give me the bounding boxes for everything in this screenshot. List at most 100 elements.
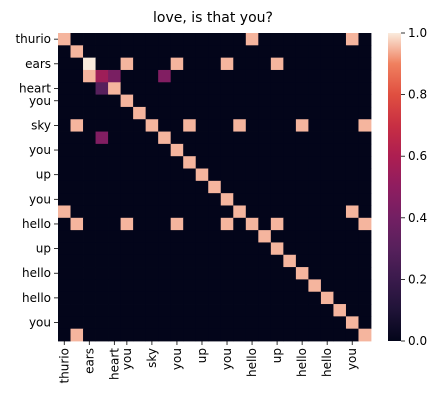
heatmap-cell [345, 279, 359, 293]
heatmap-cell [270, 119, 284, 132]
heatmap-cell [133, 45, 147, 59]
heatmap-cell [233, 82, 247, 95]
heatmap-cell [58, 119, 71, 132]
y-tick-label: you [29, 143, 51, 157]
heatmap-cell [345, 106, 359, 120]
heatmap-cell [295, 279, 309, 293]
heatmap-cell [358, 328, 372, 342]
heatmap-cell [95, 205, 109, 219]
heatmap-cell [283, 254, 297, 268]
heatmap-cell [158, 304, 172, 317]
heatmap-cell [283, 316, 297, 330]
heatmap-cell [233, 279, 247, 293]
heatmap-cell [295, 106, 309, 120]
heatmap-cell [320, 131, 334, 145]
heatmap-cell [333, 316, 347, 330]
heatmap-cell [333, 33, 347, 46]
heatmap-cell [133, 217, 147, 231]
heatmap-cell [333, 131, 347, 145]
heatmap-cell [70, 156, 84, 169]
colorbar-ticks: 0.0 0.2 0.4 0.6 0.8 1.0 [401, 26, 427, 348]
x-tick-label: hello [320, 348, 334, 377]
heatmap-cell [308, 267, 322, 280]
heatmap-cell [233, 33, 247, 46]
heatmap-cell [120, 193, 134, 206]
heatmap-cell [308, 193, 322, 206]
heatmap-cell [83, 131, 96, 145]
heatmap-cell [158, 230, 172, 243]
heatmap-cell [258, 156, 272, 169]
heatmap-cell [170, 143, 184, 157]
heatmap-cell [83, 193, 96, 206]
heatmap-cell [195, 156, 209, 169]
heatmap-cell [145, 217, 159, 231]
heatmap-cell [133, 106, 147, 120]
heatmap-cell [333, 45, 347, 59]
heatmap-cell [283, 69, 297, 83]
heatmap-cell [295, 143, 309, 157]
heatmap-cell [220, 193, 234, 206]
heatmap-cell [220, 156, 234, 169]
heatmap-cell [345, 205, 359, 219]
heatmap-cell [258, 119, 272, 132]
heatmap-cell [220, 33, 234, 46]
heatmap-cell [133, 57, 147, 71]
heatmap-cell [195, 316, 209, 330]
heatmap-cell [158, 254, 172, 268]
heatmap-cell [133, 33, 147, 46]
heatmap-cell [108, 328, 121, 342]
heatmap-cell [183, 33, 197, 46]
heatmap-cell [133, 156, 147, 169]
heatmap-cell [333, 156, 347, 169]
heatmap-cell [58, 131, 71, 145]
heatmap-cell [158, 291, 172, 305]
heatmap-cell [258, 106, 272, 120]
heatmap-cell [208, 267, 222, 280]
heatmap-cell [183, 131, 197, 145]
heatmap-cell [308, 291, 322, 305]
heatmap-cell [95, 143, 109, 157]
heatmap-cell [95, 217, 109, 231]
heatmap-cell [233, 254, 247, 268]
heatmap-cell [145, 33, 159, 46]
heatmap-cell [145, 205, 159, 219]
heatmap-cell [145, 193, 159, 206]
heatmap-cell [195, 242, 209, 256]
heatmap-cell [58, 291, 71, 305]
heatmap-cell [233, 304, 247, 317]
heatmap-cell [345, 45, 359, 59]
heatmap-cell [195, 82, 209, 95]
heatmap-cell [208, 33, 222, 46]
x-tick-label: heart [107, 348, 121, 380]
heatmap-cell [145, 230, 159, 243]
heatmap-cell [245, 217, 259, 231]
heatmap-cell [133, 291, 147, 305]
heatmap-cell [283, 33, 297, 46]
heatmap-cell [245, 168, 259, 182]
heatmap-cell [295, 119, 309, 132]
heatmap-cell [308, 156, 322, 169]
heatmap-cell [70, 94, 84, 108]
heatmap-cell [170, 193, 184, 206]
heatmap-cell [195, 328, 209, 342]
heatmap-cell [270, 291, 284, 305]
heatmap-cell [58, 94, 71, 108]
heatmap-cell [120, 131, 134, 145]
heatmap-cell [183, 57, 197, 71]
heatmap-cell [183, 304, 197, 317]
heatmap-cell [308, 254, 322, 268]
heatmap-cell [120, 254, 134, 268]
heatmap-cell [58, 82, 71, 95]
heatmap-cell [170, 57, 184, 71]
heatmap-cell [108, 304, 121, 317]
heatmap-cell [220, 291, 234, 305]
y-tick-label: ears [25, 57, 51, 71]
heatmap-cell [283, 57, 297, 71]
heatmap-cell [245, 33, 259, 46]
heatmap-cell [145, 267, 159, 280]
heatmap-cell [133, 69, 147, 83]
heatmap-cell [358, 45, 372, 59]
x-tick-label: sky [145, 348, 159, 368]
heatmap-cell [270, 304, 284, 317]
heatmap-cell [120, 230, 134, 243]
